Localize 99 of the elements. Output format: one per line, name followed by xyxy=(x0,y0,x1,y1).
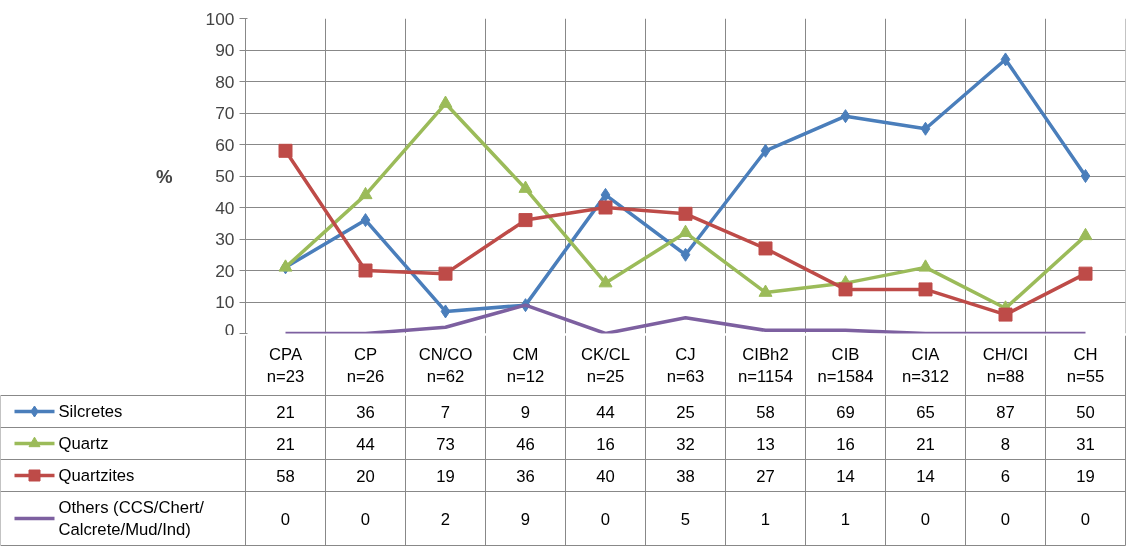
data-label: 5 xyxy=(680,509,691,529)
y-tick-label: 50 xyxy=(215,166,235,186)
y-tick-label: 100 xyxy=(205,8,235,29)
data-label: 19 xyxy=(436,466,455,486)
data-label: 14 xyxy=(836,466,855,486)
y-tick-label: 40 xyxy=(215,197,235,218)
point xyxy=(1078,266,1093,281)
data-label: 73 xyxy=(436,434,455,454)
x-tick-label: CIB n=1584 xyxy=(817,344,874,387)
y-tick-label: 20 xyxy=(215,260,235,281)
data-label: 50 xyxy=(1076,402,1095,422)
data-label: 19 xyxy=(1076,466,1095,486)
x-tick-label: CPA n=23 xyxy=(266,344,305,387)
point xyxy=(358,186,373,200)
x-tick-label: CH n=55 xyxy=(1066,344,1105,387)
point xyxy=(920,121,931,136)
data-label: 9 xyxy=(520,509,531,529)
data-label: 13 xyxy=(756,434,775,454)
point xyxy=(600,187,611,202)
point xyxy=(278,143,293,158)
point xyxy=(598,200,613,215)
x-tick-label: CN/CO n=62 xyxy=(418,344,473,387)
data-label: 8 xyxy=(1000,434,1011,454)
point xyxy=(598,275,613,288)
data-label: 31 xyxy=(1076,434,1095,454)
y-tick-label: 0 xyxy=(224,319,235,340)
data-label: 40 xyxy=(596,466,615,486)
data-label: 46 xyxy=(516,434,535,454)
legend-label: Others (CCS/Chert/Calcrete/Mud/Ind) xyxy=(58,497,205,540)
point xyxy=(1080,169,1091,183)
data-label: 2 xyxy=(440,509,451,529)
data-label: 16 xyxy=(596,434,615,454)
data-label: 44 xyxy=(596,402,615,422)
legend-label: Quartz xyxy=(58,434,109,453)
data-label: 0 xyxy=(360,509,371,529)
y-axis-title: % xyxy=(156,165,173,187)
data-label: 32 xyxy=(676,434,695,454)
data-label: 38 xyxy=(676,466,695,486)
data-label: 7 xyxy=(440,402,451,422)
point xyxy=(758,241,773,256)
x-tick-label: CP n=26 xyxy=(346,344,385,387)
point xyxy=(678,206,693,221)
point xyxy=(758,284,773,297)
point xyxy=(360,213,371,228)
point xyxy=(518,180,533,193)
point xyxy=(680,247,691,262)
data-label: 65 xyxy=(916,402,935,422)
point xyxy=(1078,227,1093,241)
data-label: 14 xyxy=(916,466,935,486)
data-label: 69 xyxy=(836,402,855,422)
y-tick-label: 10 xyxy=(215,292,235,312)
point xyxy=(678,224,693,237)
data-label: 21 xyxy=(276,402,295,422)
legend-label: Silcretes xyxy=(58,402,123,421)
y-tick-label: 30 xyxy=(215,229,235,249)
data-label: 0 xyxy=(280,509,291,529)
data-label: 0 xyxy=(1000,509,1011,529)
data-label: 25 xyxy=(676,402,695,422)
data-label: 58 xyxy=(756,402,775,422)
data-label: 87 xyxy=(996,402,1015,422)
point xyxy=(838,282,853,297)
data-label: 20 xyxy=(356,466,375,486)
data-label: 21 xyxy=(276,434,295,454)
data-label: 58 xyxy=(276,466,295,486)
x-tick-label: CIBh2 n=1154 xyxy=(738,344,793,387)
data-label: 0 xyxy=(920,509,931,529)
data-label: 21 xyxy=(916,434,935,454)
y-tick-label: 70 xyxy=(215,103,235,123)
data-label: 0 xyxy=(600,509,611,529)
point xyxy=(760,143,771,158)
point xyxy=(358,263,373,278)
x-tick-label: CK/CL n=25 xyxy=(580,344,631,387)
point xyxy=(438,266,453,281)
data-label: 9 xyxy=(520,402,531,422)
legend-label: Quartzites xyxy=(58,466,135,485)
point xyxy=(440,304,451,319)
point xyxy=(840,109,851,124)
data-label: 27 xyxy=(756,466,775,486)
point xyxy=(918,282,933,297)
data-label: 44 xyxy=(356,434,375,454)
y-tick-label: 90 xyxy=(215,40,235,60)
data-label: 1 xyxy=(840,509,851,529)
point xyxy=(1000,52,1011,67)
y-tick-label: 80 xyxy=(215,71,235,92)
x-tick-label: CH/CI n=88 xyxy=(982,344,1029,387)
data-label: 0 xyxy=(1080,509,1091,529)
x-tick-label: CIA n=312 xyxy=(902,344,949,387)
data-label: 36 xyxy=(516,466,535,486)
x-tick-label: CM n=12 xyxy=(506,344,545,387)
point xyxy=(918,259,933,272)
data-label: 16 xyxy=(836,434,855,454)
point xyxy=(438,95,453,108)
point xyxy=(998,307,1013,322)
data-label: 6 xyxy=(1000,466,1011,486)
y-tick-label: 60 xyxy=(215,134,235,155)
data-label: 36 xyxy=(356,402,375,422)
data-label: 1 xyxy=(760,509,771,529)
x-tick-label: CJ n=63 xyxy=(666,344,705,387)
point xyxy=(518,213,533,228)
